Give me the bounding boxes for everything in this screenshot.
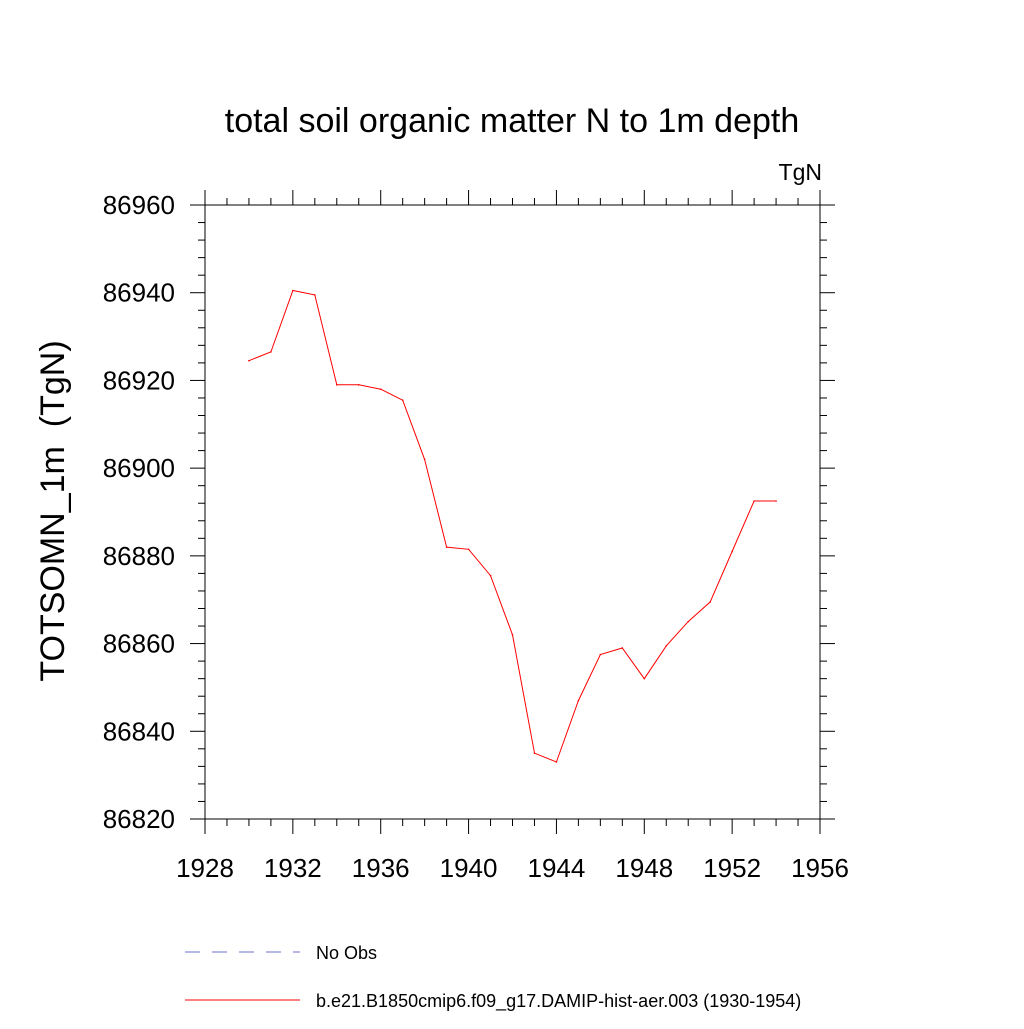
x-tick-label: 1948 bbox=[615, 853, 673, 883]
data-point bbox=[599, 653, 602, 656]
y-tick-label: 86960 bbox=[103, 190, 175, 220]
data-point bbox=[489, 574, 492, 577]
data-point bbox=[423, 458, 426, 461]
y-tick-label: 86820 bbox=[103, 804, 175, 834]
y-tick-label: 86900 bbox=[103, 453, 175, 483]
data-point bbox=[270, 351, 272, 353]
x-tick-label: 1952 bbox=[703, 853, 761, 883]
y-tick-label: 86840 bbox=[103, 716, 175, 746]
y-tick-label: 86940 bbox=[103, 278, 175, 308]
series-line bbox=[248, 289, 777, 763]
x-tick-label: 1956 bbox=[791, 853, 849, 883]
x-tick-label: 1940 bbox=[440, 853, 498, 883]
x-tick-label: 1932 bbox=[264, 853, 322, 883]
legend: No Obs b.e21.B1850cmip6.f09_g17.DAMIP-his… bbox=[185, 943, 801, 1012]
data-point bbox=[621, 647, 624, 649]
y-tick-label: 86920 bbox=[103, 365, 175, 395]
x-tick-label: 1928 bbox=[176, 853, 234, 883]
data-point bbox=[643, 677, 646, 680]
plot-frame bbox=[204, 204, 821, 820]
data-point bbox=[753, 500, 755, 502]
data-point bbox=[511, 634, 514, 636]
data-point bbox=[445, 546, 448, 548]
data-point bbox=[357, 384, 360, 386]
data-point bbox=[533, 752, 536, 755]
data-point bbox=[401, 399, 404, 401]
y-tick-label: 86880 bbox=[103, 541, 175, 571]
data-point bbox=[467, 548, 470, 551]
series-layer bbox=[248, 289, 777, 763]
x-tick-label: 1936 bbox=[352, 853, 410, 883]
data-point bbox=[665, 644, 668, 647]
data-point bbox=[248, 359, 250, 362]
data-point bbox=[379, 388, 382, 391]
data-point bbox=[775, 500, 777, 502]
data-point bbox=[292, 289, 294, 292]
data-point bbox=[731, 550, 733, 553]
units-label: TgN bbox=[779, 159, 822, 185]
y-tick-label: 86860 bbox=[103, 629, 175, 659]
data-point bbox=[577, 699, 580, 702]
y-axis-title: TOTSOMN_1m (TgN) bbox=[34, 340, 72, 681]
data-point bbox=[335, 384, 338, 386]
data-point bbox=[555, 761, 558, 763]
chart-title: total soil organic matter N to 1m depth bbox=[225, 102, 800, 140]
data-point bbox=[687, 620, 690, 623]
axes: 1928 1932 1936 1940 1944 1948 1952 1956 86820 868… bbox=[103, 190, 849, 883]
legend-label: b.e21.B1850cmip6.f09_g17.DAMIP-hist-aer.… bbox=[316, 991, 801, 1012]
legend-label: No Obs bbox=[316, 943, 377, 963]
data-point bbox=[314, 294, 316, 296]
x-tick-label: 1944 bbox=[528, 853, 586, 883]
data-point bbox=[709, 601, 711, 603]
